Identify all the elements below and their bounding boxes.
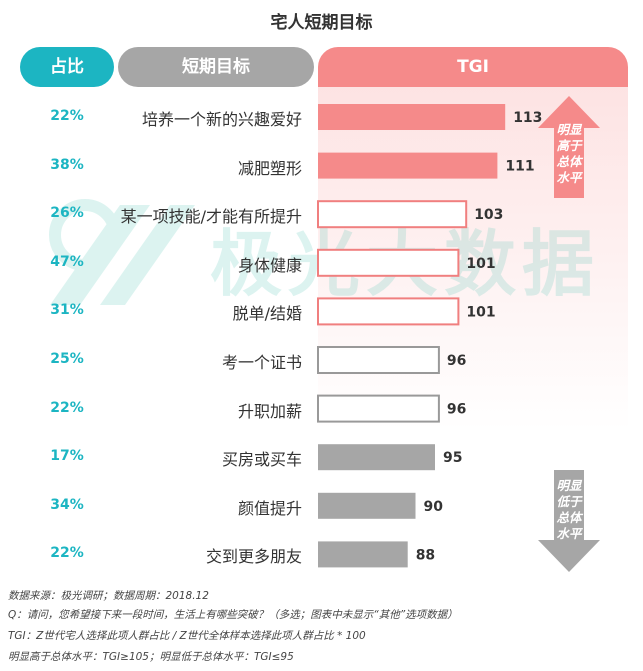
arrow-label-line: 低于 <box>556 494 582 509</box>
share-value: 47% <box>50 253 84 270</box>
header-goal: 短期目标 <box>118 47 314 87</box>
goal-label: 某一项技能/才能有所提升 <box>120 207 302 227</box>
arrow-label-line: 总体 <box>556 154 582 169</box>
arrow-label-line: 明显 <box>556 478 582 493</box>
goal-label: 交到更多朋友 <box>205 547 302 567</box>
footnote-source: 数据来源：极光调研；数据周期：2018.12 <box>8 590 209 602</box>
share-value: 26% <box>50 205 84 222</box>
footnote-threshold: 明显高于总体水平：TGI≥105；明显低于总体水平：TGI≤95 <box>8 651 294 663</box>
header-share: 占比 <box>20 47 114 87</box>
header-tgi: TGI <box>318 47 628 87</box>
arrow-down-label: 明显 低于 总体 水平 <box>541 478 597 542</box>
goal-label: 考一个证书 <box>221 353 302 372</box>
share-value: 22% <box>50 108 84 124</box>
arrow-up-label: 明显 高于 总体 水平 <box>541 122 597 186</box>
arrow-up-icon <box>538 96 600 198</box>
goal-label: 身体健康 <box>237 255 302 275</box>
arrow-label-line: 总体 <box>556 510 582 525</box>
arrow-down-icon <box>538 470 600 572</box>
arrow-down-low: 明显 低于 总体 水平 <box>538 470 600 576</box>
goal-label: 减肥塑形 <box>237 158 302 178</box>
goal-label: 脱单/结婚 <box>232 304 302 324</box>
goal-label: 升职加薪 <box>237 401 302 421</box>
share-value: 38% <box>50 156 84 173</box>
share-value: 17% <box>50 448 84 465</box>
share-value: 22% <box>50 545 84 562</box>
goal-label: 颜值提升 <box>237 498 302 518</box>
arrow-up-high: 明显 高于 总体 水平 <box>538 96 600 202</box>
arrow-label-line: 明显 <box>556 122 582 137</box>
share-value: 25% <box>50 351 84 367</box>
share-value: 31% <box>50 302 84 319</box>
footnote-question: Q：请问，您希望接下来一段时间，生活上有哪些突破？（多选；图表中未显示“其他”选… <box>8 609 458 621</box>
footnote-tgi: TGI：Z世代宅人选择此项人群占比 / Z世代全体样本选择此项人群占比 * 10… <box>8 630 366 642</box>
arrow-label-line: 高于 <box>556 138 582 153</box>
goal-label: 买房或买车 <box>221 450 302 470</box>
share-value: 22% <box>50 399 84 416</box>
share-value: 34% <box>50 496 84 513</box>
chart-title: 宅人短期目标 <box>270 13 373 33</box>
arrow-label-line: 水平 <box>556 170 582 185</box>
arrow-label-line: 水平 <box>556 526 582 541</box>
goal-label: 培养一个新的兴趣爱好 <box>141 110 302 129</box>
